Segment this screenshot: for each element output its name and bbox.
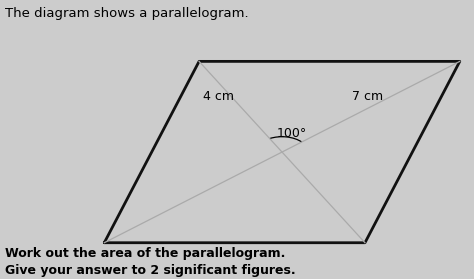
Text: The diagram shows a parallelogram.: The diagram shows a parallelogram. bbox=[5, 7, 248, 20]
Text: Work out the area of the parallelogram.: Work out the area of the parallelogram. bbox=[5, 247, 285, 260]
Text: 7 cm: 7 cm bbox=[352, 90, 383, 103]
Text: Give your answer to 2 significant figures.: Give your answer to 2 significant figure… bbox=[5, 264, 295, 277]
Text: 4 cm: 4 cm bbox=[202, 90, 234, 103]
Text: 100°: 100° bbox=[276, 128, 307, 140]
